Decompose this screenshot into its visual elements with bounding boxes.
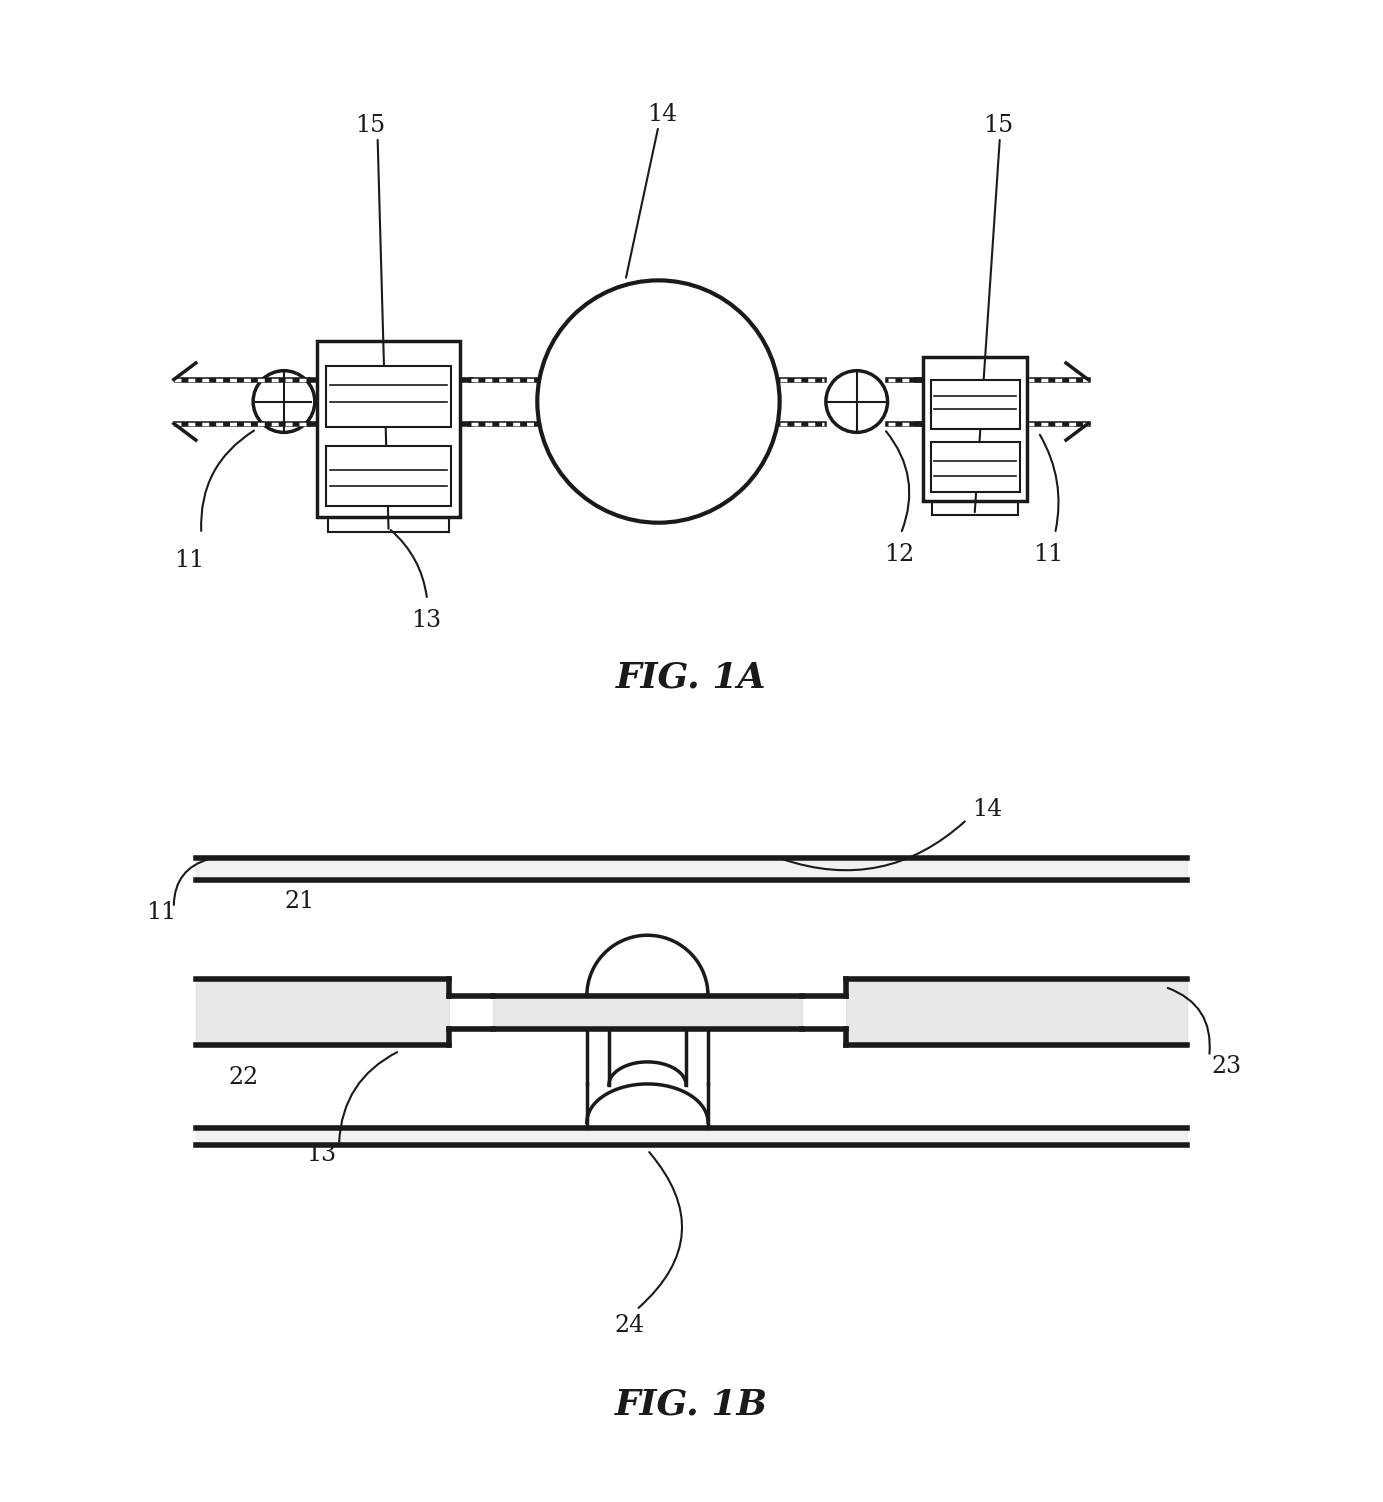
Bar: [931, 442, 1019, 491]
Bar: [922, 357, 1028, 500]
Text: 21: 21: [284, 889, 314, 913]
Bar: [317, 341, 461, 517]
Text: 24: 24: [614, 1314, 644, 1337]
Text: 11: 11: [1033, 544, 1064, 566]
Bar: [326, 446, 451, 506]
Text: FIG. 1A: FIG. 1A: [617, 661, 766, 695]
Bar: [326, 366, 451, 427]
Text: 14: 14: [972, 798, 1003, 822]
Bar: [931, 380, 1019, 430]
Text: 12: 12: [884, 544, 914, 566]
Text: 11: 11: [147, 901, 177, 924]
Text: 15: 15: [355, 114, 386, 137]
Text: 14: 14: [647, 102, 678, 126]
Text: 13: 13: [306, 1143, 336, 1166]
Text: 22: 22: [228, 1066, 259, 1089]
Text: 15: 15: [983, 114, 1014, 137]
Text: FIG. 1B: FIG. 1B: [615, 1388, 768, 1421]
Text: 11: 11: [174, 548, 205, 572]
Text: 23: 23: [1212, 1054, 1242, 1078]
Text: 13: 13: [411, 610, 441, 632]
